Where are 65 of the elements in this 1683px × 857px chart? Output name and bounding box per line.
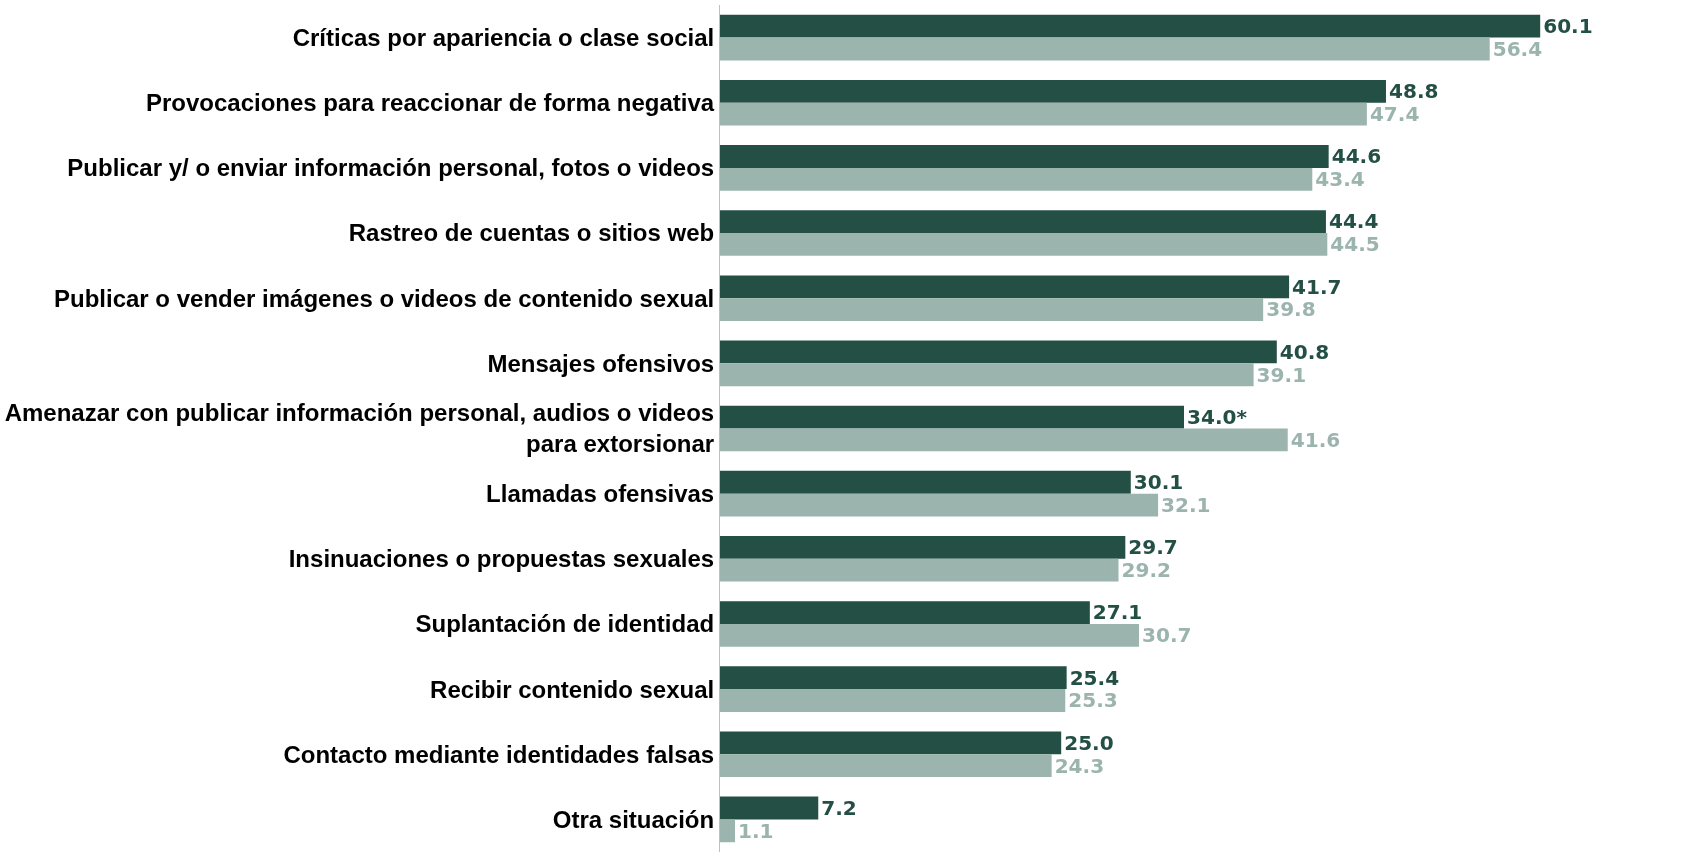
bar bbox=[720, 666, 1067, 690]
y-tick-label: Mensajes ofensivos bbox=[487, 349, 715, 377]
y-tick-label: Rastreo de cuentas o sitios web bbox=[348, 219, 715, 247]
y-tick-label: Recibir contenido sexual bbox=[430, 675, 715, 703]
bar bbox=[720, 167, 1313, 191]
y-tick-label: Críticas por apariencia o clase social bbox=[292, 23, 715, 51]
bar bbox=[720, 340, 1277, 364]
bar bbox=[720, 145, 1329, 168]
data-label: 27.1 bbox=[1092, 600, 1143, 625]
bar bbox=[720, 493, 1159, 517]
bar bbox=[720, 14, 1541, 38]
data-label: 25.0 bbox=[1064, 730, 1114, 755]
data-label: 29.7 bbox=[1128, 535, 1178, 560]
bar bbox=[720, 37, 1490, 61]
bar bbox=[720, 536, 1126, 559]
bar bbox=[720, 623, 1139, 647]
bar bbox=[720, 298, 1264, 321]
bar bbox=[720, 558, 1119, 582]
y-tick-label: Suplantación de identidad bbox=[415, 610, 715, 638]
bar bbox=[720, 754, 1052, 778]
data-label: 32.1 bbox=[1161, 492, 1211, 517]
data-label: 40.8 bbox=[1279, 339, 1330, 364]
data-label: 39.1 bbox=[1256, 362, 1307, 387]
data-label: 44.6 bbox=[1331, 144, 1382, 169]
y-tick-label: Llamadas ofensivas bbox=[486, 480, 715, 508]
y-tick-label: Otra situación bbox=[552, 805, 715, 833]
bar bbox=[720, 796, 819, 820]
y-tick-label: Publicar y/ o enviar información personal, fotos o videos bbox=[67, 154, 715, 182]
data-label: 25.3 bbox=[1068, 688, 1118, 713]
bar bbox=[720, 731, 1062, 755]
data-label: 1.1 bbox=[738, 818, 774, 843]
data-label: 24.3 bbox=[1054, 753, 1105, 778]
bar bbox=[720, 470, 1131, 494]
data-label: 30.1 bbox=[1133, 470, 1184, 495]
data-label: 47.4 bbox=[1369, 101, 1420, 126]
bar bbox=[720, 405, 1184, 429]
bar bbox=[720, 428, 1288, 452]
y-tick-label: Insinuaciones o propuestas sexuales bbox=[288, 545, 715, 573]
data-label: 29.2 bbox=[1121, 558, 1171, 583]
data-label: 60.1 bbox=[1543, 14, 1593, 39]
y-tick-label: Publicar o vender imágenes o videos de contenido sexual bbox=[54, 284, 715, 312]
data-label: 7.2 bbox=[821, 795, 857, 820]
bar bbox=[720, 233, 1328, 256]
bar bbox=[720, 363, 1254, 387]
data-label: 39.8 bbox=[1266, 297, 1316, 322]
bar bbox=[720, 210, 1326, 234]
bar bbox=[720, 601, 1090, 624]
data-label: 25.4 bbox=[1069, 665, 1120, 690]
bar bbox=[720, 275, 1290, 299]
y-tick-label: Provocaciones para reaccionar de forma negativa bbox=[145, 89, 715, 117]
data-label: 41.6 bbox=[1290, 427, 1341, 452]
data-label: 43.4 bbox=[1315, 167, 1365, 192]
data-label: 30.7 bbox=[1141, 623, 1192, 648]
data-label: 56.4 bbox=[1492, 36, 1543, 61]
bar bbox=[720, 819, 736, 843]
data-label: 48.8 bbox=[1389, 79, 1439, 104]
y-tick-label: Amenazar con publicar información personal, audios o videos para extorsionar bbox=[4, 399, 715, 458]
data-label: 44.5 bbox=[1330, 232, 1380, 257]
data-label: 34.0* bbox=[1187, 404, 1248, 429]
bar bbox=[720, 79, 1386, 103]
bar bbox=[720, 102, 1367, 126]
data-label: 41.7 bbox=[1292, 274, 1342, 299]
y-tick-label: Contacto mediante identidades falsas bbox=[283, 740, 715, 768]
bar bbox=[720, 689, 1066, 712]
data-label: 44.4 bbox=[1328, 209, 1379, 234]
